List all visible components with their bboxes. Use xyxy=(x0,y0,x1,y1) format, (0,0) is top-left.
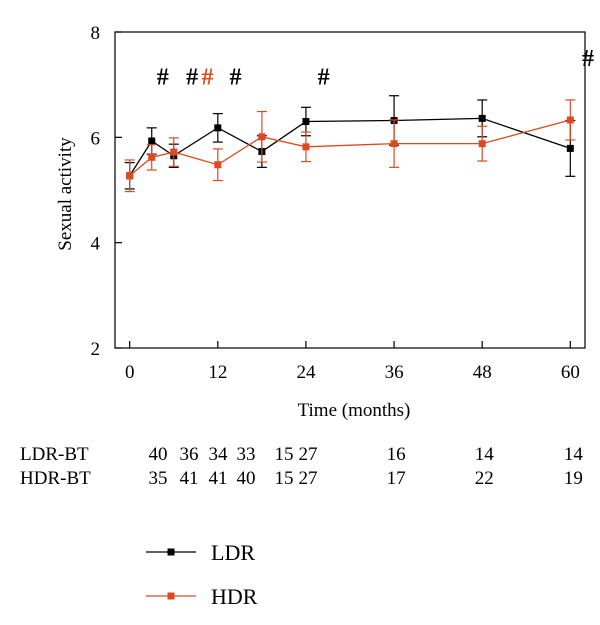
data-point xyxy=(566,116,574,124)
series-hdr xyxy=(124,99,576,193)
data-point xyxy=(302,118,310,126)
table-cell: 19 xyxy=(564,468,583,489)
x-tick-label: 12 xyxy=(208,362,227,383)
significance-marker: # xyxy=(202,65,214,91)
table-cell: 40 xyxy=(237,468,256,489)
data-point xyxy=(478,140,486,148)
legend-item-hdr: HDR xyxy=(146,584,258,609)
table-row-label: LDR-BT xyxy=(20,444,89,465)
series-line xyxy=(129,119,571,177)
legend-swatch-marker xyxy=(167,592,175,600)
table-cell: 15 xyxy=(275,444,294,465)
data-point xyxy=(258,133,266,141)
x-tick-label: 48 xyxy=(473,362,492,383)
legend-swatch-marker xyxy=(167,548,175,556)
y-tick-label: 2 xyxy=(91,339,101,360)
y-axis-title: Sexual activity xyxy=(55,137,76,251)
data-point xyxy=(148,137,156,145)
table-cell: 15 xyxy=(275,468,294,489)
table-cell: 17 xyxy=(387,468,406,489)
data-point xyxy=(478,114,486,122)
table-cell: 22 xyxy=(475,468,494,489)
table-cell: 27 xyxy=(298,468,317,489)
table-cell: 41 xyxy=(180,468,199,489)
legend-item-ldr: LDR xyxy=(146,540,255,565)
significance-marker: # xyxy=(186,65,198,91)
table-cell: 14 xyxy=(564,444,584,465)
data-point xyxy=(126,172,134,180)
table-cell: 34 xyxy=(209,444,229,465)
x-axis-title: Time (months) xyxy=(298,400,411,421)
data-point xyxy=(566,144,574,152)
x-tick-label: 24 xyxy=(296,362,316,383)
table-cell: 16 xyxy=(387,444,406,465)
table-cell: 27 xyxy=(298,444,317,465)
table-cell: 41 xyxy=(209,468,228,489)
x-tick-label: 60 xyxy=(561,362,580,383)
legend-label: LDR xyxy=(211,540,255,565)
table-cell: 33 xyxy=(237,444,256,465)
series-ldr xyxy=(124,95,576,190)
data-point xyxy=(170,148,178,156)
data-point xyxy=(148,153,156,161)
y-tick-label: 8 xyxy=(91,23,101,44)
table-cell: 36 xyxy=(180,444,199,465)
legend-label: HDR xyxy=(211,584,258,609)
significance-marker: # xyxy=(318,65,330,91)
plot-frame xyxy=(114,31,586,349)
significance-marker: # xyxy=(582,46,594,72)
significance-marker: # xyxy=(229,65,241,91)
y-tick-label: 4 xyxy=(91,234,101,255)
data-point xyxy=(390,140,398,148)
significance-marker: # xyxy=(157,65,169,91)
table-cell: 14 xyxy=(475,444,495,465)
y-tick-label: 6 xyxy=(91,128,101,149)
table-cell: 40 xyxy=(149,444,168,465)
x-tick-label: 36 xyxy=(385,362,404,383)
table-cell: 35 xyxy=(149,468,168,489)
table-row-label: HDR-BT xyxy=(20,468,91,489)
x-tick-label: 0 xyxy=(125,362,135,383)
series-line xyxy=(129,117,571,177)
data-point xyxy=(214,161,222,169)
data-point xyxy=(302,143,310,151)
data-point xyxy=(214,124,222,132)
